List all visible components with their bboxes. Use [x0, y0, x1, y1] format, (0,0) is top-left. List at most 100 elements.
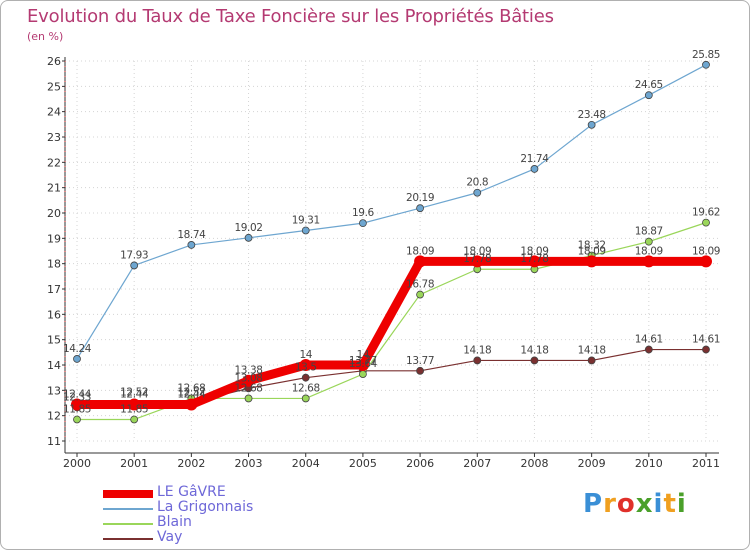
series-1-point-2004	[301, 226, 310, 235]
y-tick-label-14: 14	[47, 359, 61, 372]
series-3-label-2011: 14.61	[692, 334, 720, 346]
series-0-label-2006: 18.09	[406, 245, 434, 257]
series-0-label-2008: 18.09	[520, 245, 548, 257]
series-line-0	[72, 256, 711, 410]
y-tick-label-17: 17	[47, 283, 61, 296]
logo-letter: P	[583, 489, 604, 519]
series-1-label-2010: 24.65	[635, 79, 663, 91]
legend-label: LE GâVRE	[157, 484, 226, 500]
series-2-point-2011	[702, 218, 710, 227]
legend-swatch	[103, 523, 153, 525]
y-tick-label-22: 22	[47, 156, 61, 169]
series-0-point-2004	[299, 359, 312, 371]
legend-swatch	[103, 508, 153, 510]
series-2-point-2003	[244, 394, 253, 403]
series-1-point-2010	[644, 91, 653, 100]
series-0-point-2006	[414, 255, 427, 268]
series-2-point-2001	[130, 415, 139, 424]
series-0-label-2001: 12.44	[120, 389, 149, 401]
y-tick-label-16: 16	[47, 308, 61, 321]
series-0-label-2009: 18.09	[578, 245, 606, 257]
series-2-label-2004: 12.68	[292, 382, 320, 394]
x-tick-label-2005: 2005	[349, 457, 377, 470]
series-3-label-2010: 14.61	[635, 334, 663, 346]
series-0-label-2010: 18.09	[635, 245, 663, 257]
series-0-label-2003: 13.38	[235, 365, 263, 377]
series-1-point-2003	[244, 233, 253, 242]
legend-swatch	[103, 490, 153, 498]
series-0-label-2007: 18.09	[463, 245, 491, 257]
series-3-label-2007: 14.18	[463, 344, 491, 356]
series-3-point-2004	[301, 373, 310, 382]
series-2-label-2007: 17.78	[463, 253, 491, 265]
logo-letter: i	[653, 489, 664, 519]
series-2-point-2000	[73, 415, 81, 424]
logo-letter: i	[676, 489, 687, 519]
series-1-point-2011	[702, 60, 710, 69]
series-2-label-2000: 11.85	[63, 403, 91, 415]
x-tick-label-2011: 2011	[692, 457, 720, 470]
y-tick-label-15: 15	[47, 334, 61, 347]
series-1-label-2000: 14.24	[63, 343, 92, 355]
y-tick-label-12: 12	[47, 410, 61, 423]
series-2-point-2005	[359, 370, 367, 379]
x-tick-label-2003: 2003	[235, 457, 263, 470]
y-tick-label-21: 21	[47, 182, 61, 195]
series-0-point-2007	[471, 255, 484, 268]
series-1-label-2008: 21.74	[520, 153, 549, 165]
series-0-label-2000: 12.44	[63, 389, 92, 401]
series-1-point-2000	[73, 355, 81, 363]
series-0-label-2002: 12.44	[177, 389, 206, 401]
series-2-label-2009: 18.32	[578, 240, 606, 252]
series-0-point-2002	[185, 398, 198, 411]
series-0-point-2005	[356, 359, 369, 371]
y-tick-label-11: 11	[47, 435, 61, 448]
series-2-point-2010	[644, 237, 653, 246]
series-3-label-2009: 14.18	[578, 344, 606, 356]
y-tick-label-24: 24	[47, 106, 61, 119]
chart-title: Evolution du Taux de Taxe Foncière sur l…	[27, 6, 554, 27]
legend-label: La Grigonnais	[157, 499, 254, 515]
series-0-point-2010	[642, 255, 655, 268]
series-2-label-2005: 13.64	[349, 358, 378, 370]
y-tick-label-20: 20	[47, 207, 61, 220]
legend-swatch	[103, 538, 153, 540]
x-tick-label-2010: 2010	[635, 457, 663, 470]
series-3-point-2009	[587, 356, 596, 365]
series-line-3	[76, 348, 707, 408]
series-0-point-2001	[128, 398, 141, 411]
legend-label: Vay	[157, 529, 183, 545]
series-3-label-2008: 14.18	[520, 344, 548, 356]
x-tick-label-2008: 2008	[520, 457, 548, 470]
series-0-label-2004: 14	[299, 349, 312, 361]
series-1-point-2007	[473, 188, 482, 197]
series-1-point-2001	[130, 261, 139, 270]
x-tick-label-2002: 2002	[177, 457, 205, 470]
y-tick-label-23: 23	[47, 131, 61, 144]
series-3-label-2003: 13.08	[235, 372, 263, 384]
series-1-point-2008	[530, 165, 539, 173]
y-tick-label-18: 18	[47, 258, 61, 271]
series-1-label-2011: 25.85	[692, 49, 720, 61]
x-tick-label-2004: 2004	[292, 457, 320, 470]
series-1-label-2003: 19.02	[235, 222, 263, 234]
x-tick-label-2000: 2000	[63, 457, 91, 470]
y-tick-label-13: 13	[47, 384, 61, 397]
logo-letter: o	[616, 489, 636, 519]
series-1-label-2007: 20.8	[466, 177, 488, 189]
series-3-label-2004: 13.5	[295, 362, 317, 374]
x-tick-label-2007: 2007	[463, 457, 491, 470]
series-0-label-2011: 18.09	[692, 245, 720, 257]
series-1-label-2009: 23.48	[578, 109, 606, 121]
series-3-point-2007	[473, 356, 482, 365]
series-2-label-2001: 11.85	[120, 403, 148, 415]
x-tick-label-2006: 2006	[406, 457, 434, 470]
series-2-label-2003: 12.68	[235, 382, 263, 394]
series-2-label-2008: 17.78	[520, 253, 548, 265]
series-0-point-2011	[700, 255, 712, 268]
series-3-label-2000: 12.33	[63, 391, 91, 403]
series-2-point-2004	[301, 394, 310, 403]
series-2-label-2002: 12.68	[177, 382, 205, 394]
